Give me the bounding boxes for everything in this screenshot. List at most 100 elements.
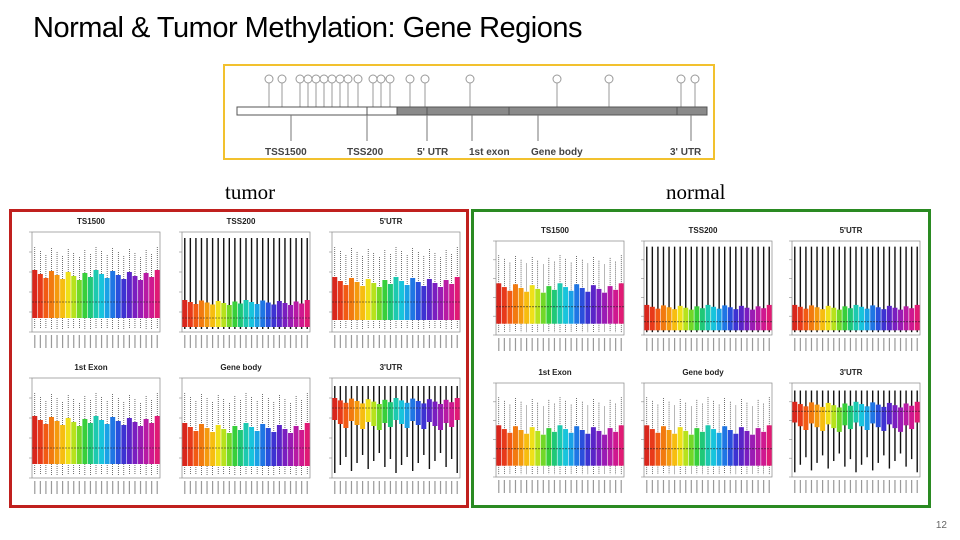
- box-bar: [613, 431, 619, 466]
- box-bar: [898, 309, 904, 331]
- box-bar: [903, 403, 909, 426]
- box-bar: [666, 430, 672, 466]
- box-bar: [886, 305, 892, 331]
- box-bar: [393, 398, 399, 420]
- box-bar: [204, 302, 210, 327]
- box-bar: [649, 306, 655, 331]
- box-bar: [903, 306, 909, 331]
- box-bar: [299, 303, 305, 327]
- box-bar: [864, 308, 870, 331]
- box-bar: [221, 429, 227, 466]
- box-bar: [677, 427, 683, 466]
- box-bar: [660, 426, 666, 466]
- box-bar: [644, 425, 650, 466]
- box-bar: [404, 402, 410, 428]
- methylation-barplot: [179, 231, 311, 348]
- box-bar: [842, 403, 848, 426]
- box-bar: [348, 278, 354, 320]
- box-bar: [249, 427, 255, 466]
- box-bar: [568, 432, 574, 466]
- box-bar: [332, 277, 338, 320]
- box-bar: [354, 282, 360, 320]
- box-bar: [132, 276, 138, 318]
- methylation-barplot: [493, 240, 625, 351]
- box-bar: [48, 417, 54, 464]
- box-bar: [847, 405, 853, 430]
- box-bar: [540, 434, 546, 466]
- box-bar: [831, 307, 837, 331]
- methylation-barplot: [641, 382, 773, 493]
- tumor-plot-0: TS1500: [18, 217, 164, 357]
- box-bar: [138, 280, 144, 318]
- box-bar: [87, 277, 93, 318]
- box-bar: [271, 304, 277, 327]
- box-bar: [881, 309, 887, 331]
- plot-title: TSS200: [226, 217, 256, 226]
- box-bar: [337, 400, 343, 424]
- box-bar: [853, 401, 859, 423]
- box-bar: [607, 286, 613, 324]
- box-bar: [154, 416, 160, 464]
- box-bar: [65, 272, 71, 318]
- box-bar: [232, 301, 238, 327]
- box-bar: [198, 424, 204, 466]
- box-bar: [221, 303, 227, 327]
- box-bar: [618, 283, 624, 324]
- box-bar: [104, 278, 110, 318]
- box-bar: [699, 308, 705, 331]
- box-bar: [426, 399, 432, 422]
- plot-title: 3'UTR: [379, 363, 403, 372]
- box-bar: [909, 308, 915, 331]
- box-bar: [232, 426, 238, 466]
- box-bar: [524, 433, 530, 466]
- box-bar: [755, 306, 761, 331]
- box-bar: [602, 292, 608, 324]
- box-bar: [149, 277, 155, 318]
- box-bar: [337, 281, 343, 320]
- box-bar: [557, 283, 563, 324]
- box-bar: [607, 428, 613, 466]
- box-bar: [65, 418, 71, 464]
- plot-title: TS1500: [76, 217, 106, 226]
- box-bar: [360, 286, 366, 320]
- box-bar: [260, 300, 266, 327]
- box-bar: [243, 300, 249, 327]
- box-bar: [886, 402, 892, 425]
- box-bar: [332, 398, 338, 420]
- box-bar: [382, 399, 388, 423]
- box-bar: [415, 282, 421, 320]
- box-bar: [243, 423, 249, 466]
- box-bar: [421, 286, 427, 320]
- box-bar: [226, 305, 232, 327]
- box-bar: [825, 402, 831, 425]
- box-bar: [371, 401, 377, 426]
- box-bar: [808, 402, 814, 424]
- box-bar: [187, 302, 193, 327]
- box-bar: [215, 301, 221, 327]
- box-bar: [76, 280, 82, 318]
- box-bar: [265, 428, 271, 466]
- box-bar: [766, 304, 772, 331]
- plot-title: Gene body: [220, 363, 262, 372]
- methylation-barplot: [29, 231, 161, 348]
- box-bar: [54, 275, 60, 318]
- box-bar: [590, 285, 596, 324]
- box-bar: [744, 430, 750, 466]
- box-bar: [496, 283, 502, 324]
- box-bar: [535, 288, 541, 324]
- plot-title: 1st Exon: [538, 368, 572, 377]
- box-bar: [655, 308, 661, 331]
- box-bar: [265, 302, 271, 327]
- box-bar: [814, 404, 820, 428]
- box-bar: [875, 307, 881, 331]
- box-bar: [399, 400, 405, 424]
- box-bar: [193, 304, 199, 327]
- box-bar: [803, 308, 809, 331]
- tumor-plot-3: 1st Exon: [18, 363, 164, 503]
- box-bar: [613, 289, 619, 324]
- box-bar: [574, 284, 580, 324]
- box-bar: [60, 425, 66, 464]
- box-bar: [32, 416, 38, 464]
- region-label-3utr: 3' UTR: [670, 147, 702, 158]
- methylation-barplot: [789, 240, 921, 351]
